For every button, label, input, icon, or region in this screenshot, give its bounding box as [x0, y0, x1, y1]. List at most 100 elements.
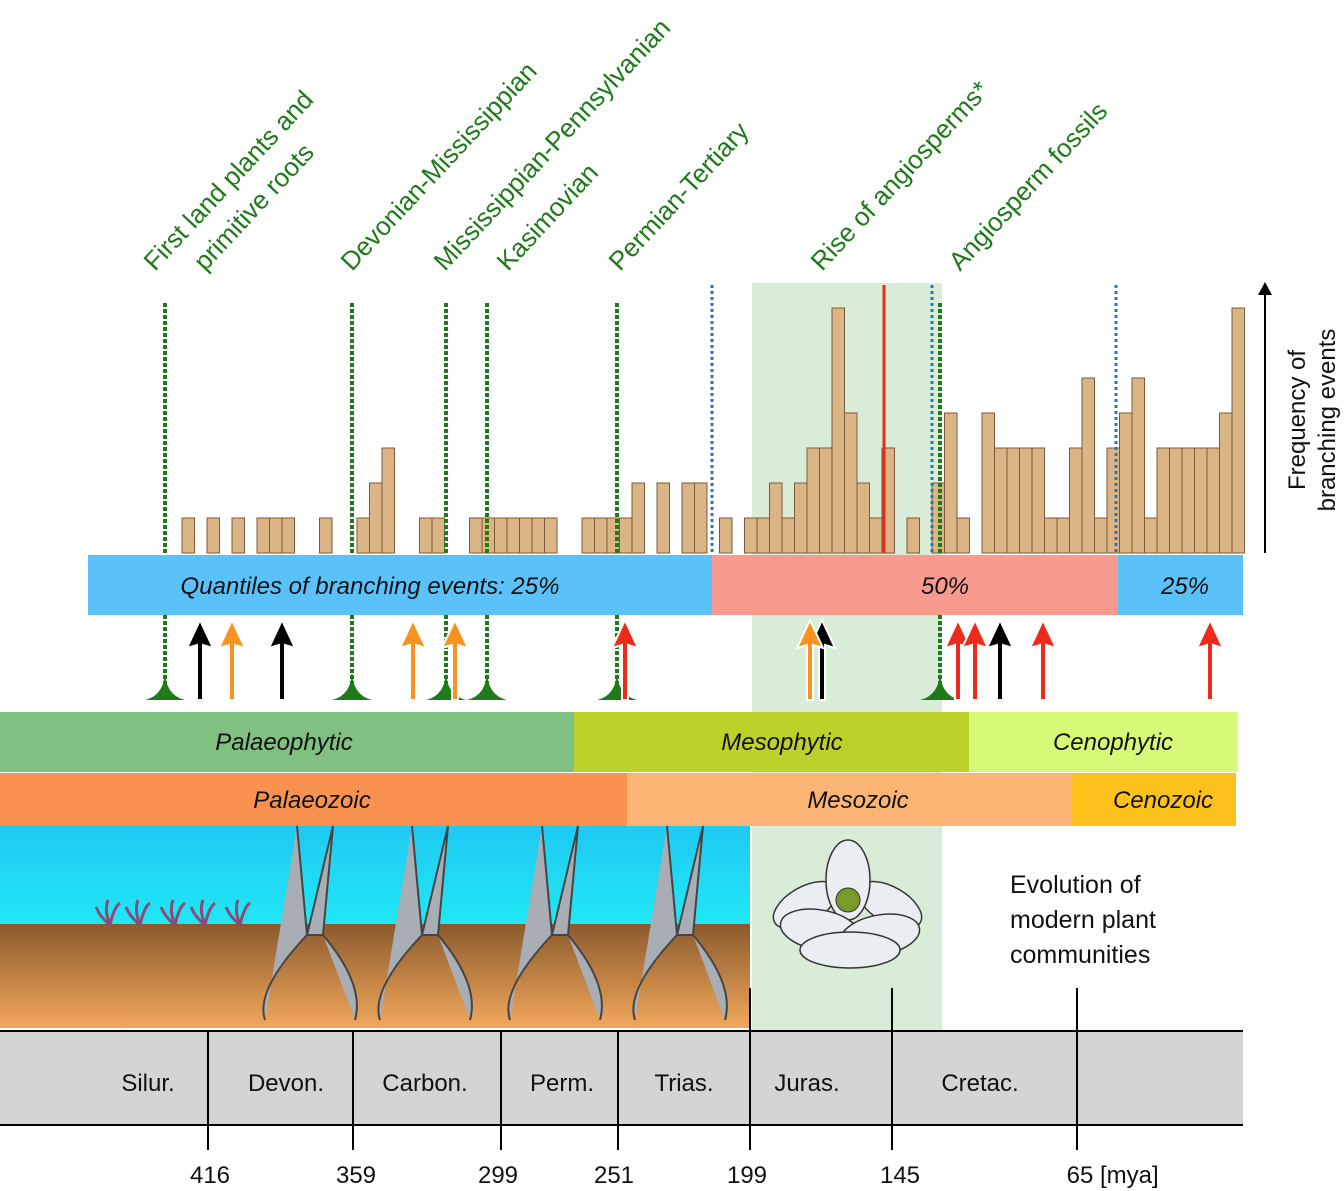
bar: [356, 517, 370, 554]
era-band: [1072, 773, 1236, 826]
flora-band: [969, 712, 1238, 772]
tree: [632, 825, 728, 1021]
bar: [469, 517, 483, 554]
event-base: [145, 670, 185, 700]
bar: [1106, 447, 1120, 554]
arrow: [185, 617, 215, 701]
bar: [269, 517, 283, 554]
bar: [1094, 517, 1108, 554]
bar: [769, 482, 783, 554]
arrow: [943, 617, 973, 701]
bar: [419, 517, 433, 554]
bar: [1219, 412, 1233, 554]
age-label: 251: [594, 1162, 634, 1189]
bar: [544, 517, 558, 554]
bar: [606, 517, 620, 554]
flora-band: [574, 712, 969, 772]
freq-arrowhead: [1258, 282, 1272, 295]
era-label: Cenozoic: [1113, 787, 1213, 814]
bar: [581, 517, 595, 554]
period-label: Cretac.: [941, 1070, 1018, 1097]
bar: [1206, 447, 1220, 554]
bar: [1231, 307, 1245, 554]
bar: [531, 517, 545, 554]
age-unit: [mya]: [1100, 1162, 1159, 1189]
bar: [944, 412, 958, 554]
event-base: [467, 670, 507, 700]
bar: [906, 517, 920, 554]
bar: [231, 517, 245, 554]
bar: [994, 447, 1008, 554]
period-label: Carbon.: [382, 1070, 467, 1097]
flora-label: Cenophytic: [1053, 729, 1173, 756]
period-label: Perm.: [530, 1070, 594, 1097]
bar: [1144, 517, 1158, 554]
bar: [1156, 447, 1170, 554]
bar: [981, 412, 995, 554]
period-label: Silur.: [121, 1070, 174, 1097]
bar: [256, 517, 270, 554]
shrub: [94, 899, 121, 927]
era-band: [627, 773, 1072, 826]
bar: [1019, 447, 1033, 554]
arrow: [398, 617, 428, 701]
arrow: [1028, 617, 1058, 701]
arrow: [795, 617, 825, 701]
flower-center: [835, 887, 861, 913]
petal: [799, 931, 901, 969]
arrow: [440, 617, 470, 701]
bar: [931, 482, 945, 554]
bar: [381, 447, 395, 554]
bar: [181, 517, 195, 554]
bar: [1031, 447, 1045, 554]
shrub: [224, 899, 251, 927]
bar: [431, 517, 445, 554]
bar: [1056, 517, 1070, 554]
bar: [1069, 447, 1083, 554]
bar: [619, 517, 633, 554]
bar: [1181, 447, 1195, 554]
event-base: [332, 670, 372, 700]
period-label: Devon.: [248, 1070, 324, 1097]
sky: [0, 826, 750, 926]
flora-label: Palaeophytic: [215, 729, 352, 756]
event-base: [920, 670, 960, 700]
bar: [844, 412, 858, 554]
bar: [1006, 447, 1020, 554]
age-label: 145: [880, 1162, 920, 1189]
bar: [869, 517, 883, 554]
bar: [1131, 377, 1145, 554]
bar: [681, 482, 695, 554]
caption: modern plant: [1010, 906, 1156, 934]
quantile-low: [88, 555, 712, 615]
bar: [819, 447, 833, 554]
shrub: [159, 899, 186, 927]
bar: [281, 517, 295, 554]
flora-band: [0, 712, 574, 772]
bar: [481, 517, 495, 554]
bar: [631, 482, 645, 554]
bar: [1044, 517, 1058, 554]
age-label: 199: [727, 1162, 767, 1189]
arrow: [1195, 617, 1225, 701]
era-band: [0, 773, 627, 826]
bar: [656, 482, 670, 554]
bar: [694, 482, 708, 554]
arrow: [217, 617, 247, 701]
bar: [594, 517, 608, 554]
tree: [377, 825, 473, 1021]
period-band: [0, 1031, 1243, 1125]
tree: [507, 825, 603, 1021]
bar: [319, 517, 333, 554]
quantile-high: [1118, 555, 1243, 615]
bar: [1119, 412, 1133, 554]
bar: [781, 517, 795, 554]
bar: [794, 482, 808, 554]
tree: [262, 825, 358, 1021]
event-label: Permian-Tertiary: [602, 116, 754, 276]
bar: [1081, 377, 1095, 554]
age-label: 359: [336, 1162, 376, 1189]
bar: [856, 482, 870, 554]
bar: [494, 517, 508, 554]
event-base: [597, 670, 637, 700]
